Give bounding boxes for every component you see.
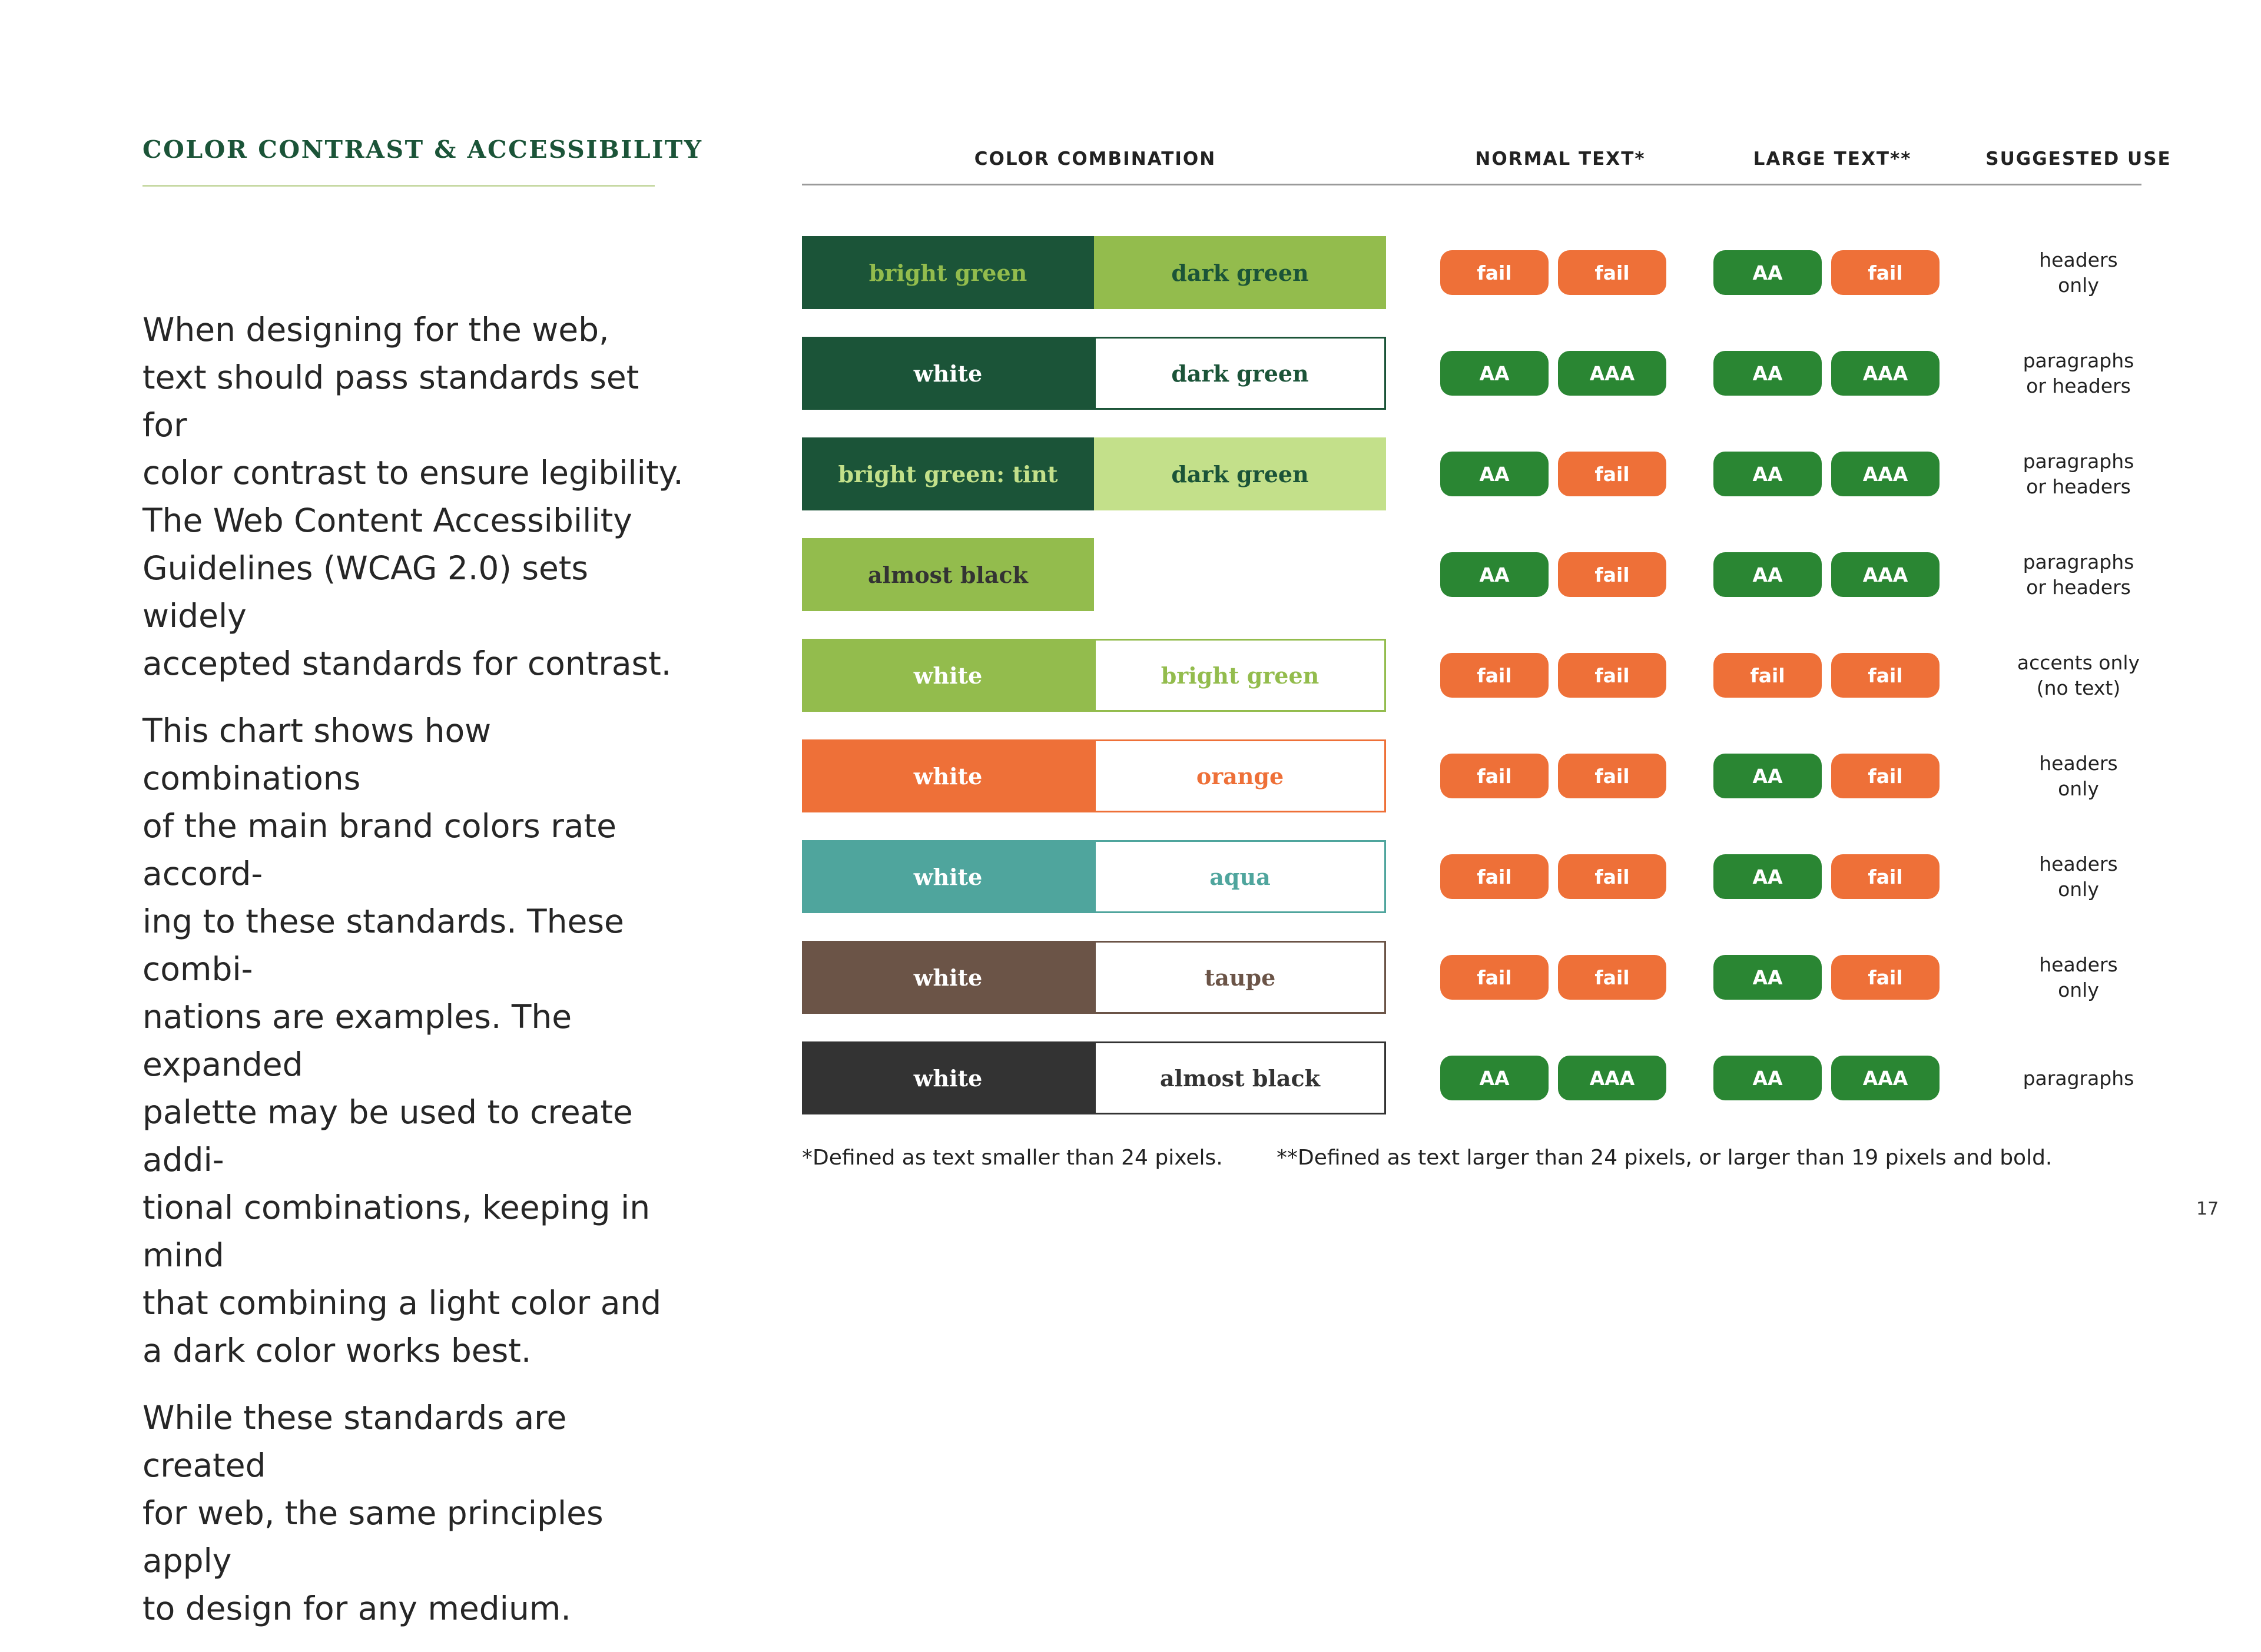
- rating-badge-large-2: fail: [1831, 854, 1940, 899]
- rating-badge-normal-1: fail: [1440, 955, 1549, 1000]
- suggested-use: headers only: [2039, 852, 2118, 901]
- page-title: COLOR CONTRAST & ACCESSIBILITY: [142, 135, 703, 164]
- swatch-left: almost black: [802, 538, 1094, 611]
- footnote-large-text: **Defined as text larger than 24 pixels,…: [1277, 1146, 2053, 1170]
- suggested-use: headers only: [2039, 953, 2118, 1001]
- table-row: white orange fail fail AA fail headers only: [0, 739, 2261, 812]
- swatch-left: bright green: tint: [802, 437, 1094, 510]
- header-normal-text: NORMAL TEXT*: [1475, 148, 1646, 170]
- page: COLOR CONTRAST & ACCESSIBILITY When desi…: [0, 135, 2261, 1627]
- suggested-use: paragraphs or headers: [2023, 450, 2134, 498]
- rating-badge-normal-1: fail: [1440, 854, 1549, 899]
- swatch-right: almost black: [1094, 1041, 1386, 1114]
- swatch-left: white: [802, 639, 1094, 712]
- rating-badge-normal-2: AAA: [1558, 351, 1666, 396]
- header-color-combination: COLOR COMBINATION: [974, 148, 1216, 170]
- table-row: white aqua fail fail AA fail headers only: [0, 840, 2261, 913]
- rating-badge-large-1: fail: [1713, 653, 1822, 698]
- rating-badge-normal-1: AA: [1440, 351, 1549, 396]
- table-row: white almost black AA AAA AA AAA paragraphs: [0, 1041, 2261, 1114]
- swatch-right: taupe: [1094, 941, 1386, 1014]
- swatch-right: aqua: [1094, 840, 1386, 913]
- rating-badge-large-2: AAA: [1831, 452, 1940, 496]
- suggested-use: paragraphs: [2023, 1066, 2134, 1090]
- rating-badge-normal-2: AAA: [1558, 1056, 1666, 1100]
- rating-badge-large-2: fail: [1831, 955, 1940, 1000]
- table-row: white dark green AA AAA AA AAA paragraphs or h…: [0, 337, 2261, 410]
- rating-badge-normal-2: fail: [1558, 754, 1666, 798]
- rating-badge-large-1: AA: [1713, 552, 1822, 597]
- rating-badge-large-1: AA: [1713, 1056, 1822, 1100]
- page-number: 17: [2196, 1199, 2219, 1219]
- swatch-right: orange: [1094, 739, 1386, 812]
- header-divider: [802, 184, 2141, 185]
- table-row: white taupe fail fail AA fail headers only: [0, 941, 2261, 1014]
- rating-badge-large-1: AA: [1713, 250, 1822, 295]
- rating-badge-large-1: AA: [1713, 351, 1822, 396]
- table-row: white bright green fail fail fail fail accents…: [0, 639, 2261, 712]
- suggested-use: accents only (no text): [2017, 651, 2140, 699]
- rating-badge-normal-2: fail: [1558, 955, 1666, 1000]
- title-underline: [142, 185, 655, 187]
- swatch-left: white: [802, 840, 1094, 913]
- swatch-left: bright green: [802, 236, 1094, 309]
- swatch-right: bright green: [1094, 639, 1386, 712]
- rating-badge-large-1: AA: [1713, 754, 1822, 798]
- table-row: bright green dark green fail fail AA fail head…: [0, 236, 2261, 309]
- rating-badge-large-2: AAA: [1831, 552, 1940, 597]
- swatch-left: white: [802, 337, 1094, 410]
- rating-badge-large-2: AAA: [1831, 1056, 1940, 1100]
- suggested-use: paragraphs or headers: [2023, 349, 2134, 397]
- header-suggested-use: SUGGESTED USE: [1985, 148, 2172, 170]
- rating-badge-large-2: fail: [1831, 653, 1940, 698]
- table-row: almost black AA fail AA AAA paragraphs or hea…: [0, 538, 2261, 611]
- swatch-right: dark green: [1094, 337, 1386, 410]
- intro-paragraph-1: When designing for the web, text should …: [142, 311, 684, 682]
- suggested-use: headers only: [2039, 248, 2118, 297]
- header-large-text: LARGE TEXT**: [1753, 148, 1912, 170]
- rating-badge-large-1: AA: [1713, 955, 1822, 1000]
- rating-badge-normal-2: fail: [1558, 250, 1666, 295]
- rating-badge-large-2: fail: [1831, 250, 1940, 295]
- swatch-right: dark green: [1094, 437, 1386, 510]
- rating-badge-normal-1: AA: [1440, 552, 1549, 597]
- rating-badge-normal-1: fail: [1440, 250, 1549, 295]
- rating-badge-large-1: AA: [1713, 452, 1822, 496]
- rating-badge-normal-1: fail: [1440, 653, 1549, 698]
- suggested-use: headers only: [2039, 752, 2118, 800]
- swatch-left: white: [802, 941, 1094, 1014]
- rating-badge-normal-1: AA: [1440, 452, 1549, 496]
- rating-badge-normal-2: fail: [1558, 653, 1666, 698]
- table-row: bright green: tint dark green AA fail AA AAA p…: [0, 437, 2261, 510]
- swatch-right: dark green: [1094, 236, 1386, 309]
- rating-badge-large-2: AAA: [1831, 351, 1940, 396]
- intro-paragraph-3: While these standards are created for we…: [142, 1399, 604, 1627]
- swatch-left: white: [802, 739, 1094, 812]
- footnote-normal-text: *Defined as text smaller than 24 pixels.: [802, 1146, 1223, 1170]
- rating-badge-large-1: AA: [1713, 854, 1822, 899]
- swatch-left: white: [802, 1041, 1094, 1114]
- suggested-use: paragraphs or headers: [2023, 550, 2134, 599]
- rating-badge-normal-2: fail: [1558, 452, 1666, 496]
- rating-badge-normal-2: fail: [1558, 854, 1666, 899]
- rating-badge-normal-1: AA: [1440, 1056, 1549, 1100]
- rating-badge-normal-1: fail: [1440, 754, 1549, 798]
- rating-badge-large-2: fail: [1831, 754, 1940, 798]
- rating-badge-normal-2: fail: [1558, 552, 1666, 597]
